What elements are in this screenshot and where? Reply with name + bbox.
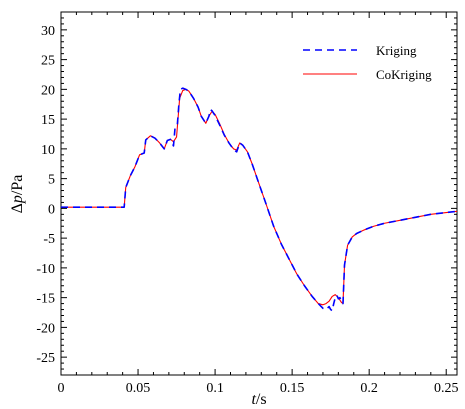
y-tick-label: 20 (41, 83, 55, 98)
legend-label-cokriging: CoKriging (376, 67, 432, 82)
x-axis-label: t/s (251, 391, 266, 408)
y-axis-label-unit: /Pa (9, 175, 26, 195)
plot-frame (60, 11, 458, 376)
y-tick-label: 15 (41, 113, 55, 128)
y-tick-label: -25 (36, 351, 55, 366)
series-line-cokriging (61, 88, 458, 306)
series-layer (61, 87, 458, 312)
plot-area (60, 11, 458, 376)
y-tick-label: 5 (48, 173, 55, 188)
y-axis-label: Δp/Pa (9, 175, 26, 214)
y-tick-label: -20 (36, 321, 55, 336)
y-tick-label: -10 (36, 262, 55, 277)
x-tick-label: 0.2 (360, 381, 378, 396)
y-tick-label: 30 (41, 24, 55, 39)
x-tick-label: 0.1 (206, 381, 224, 396)
y-tick-label: 0 (48, 202, 55, 217)
y-tick-label: -15 (36, 292, 55, 307)
x-tick-label: 0.25 (434, 381, 459, 396)
x-tick-label: 0 (58, 381, 65, 396)
x-tick-label: 0.15 (280, 381, 305, 396)
y-tick-label: 25 (41, 54, 55, 69)
y-axis-ticks: -25 -20 -15 -10 -5 0 5 10 15 20 25 30 (36, 11, 457, 376)
y-tick-label: 10 (41, 143, 55, 158)
legend: Kriging CoKriging (303, 43, 432, 82)
x-axis-ticks: 0 0.05 0.1 0.15 0.2 0.25 (58, 12, 459, 396)
series-line-kriging (61, 87, 458, 312)
x-axis-label-unit: /s (256, 391, 267, 408)
legend-label-kriging: Kriging (376, 43, 417, 58)
x-tick-label: 0.05 (126, 381, 151, 396)
y-axis-label-var: p (9, 195, 26, 204)
y-axis-label-prefix: Δ (9, 203, 26, 213)
x-axis-label-var: t (251, 391, 256, 408)
y-tick-label: -5 (43, 232, 55, 247)
